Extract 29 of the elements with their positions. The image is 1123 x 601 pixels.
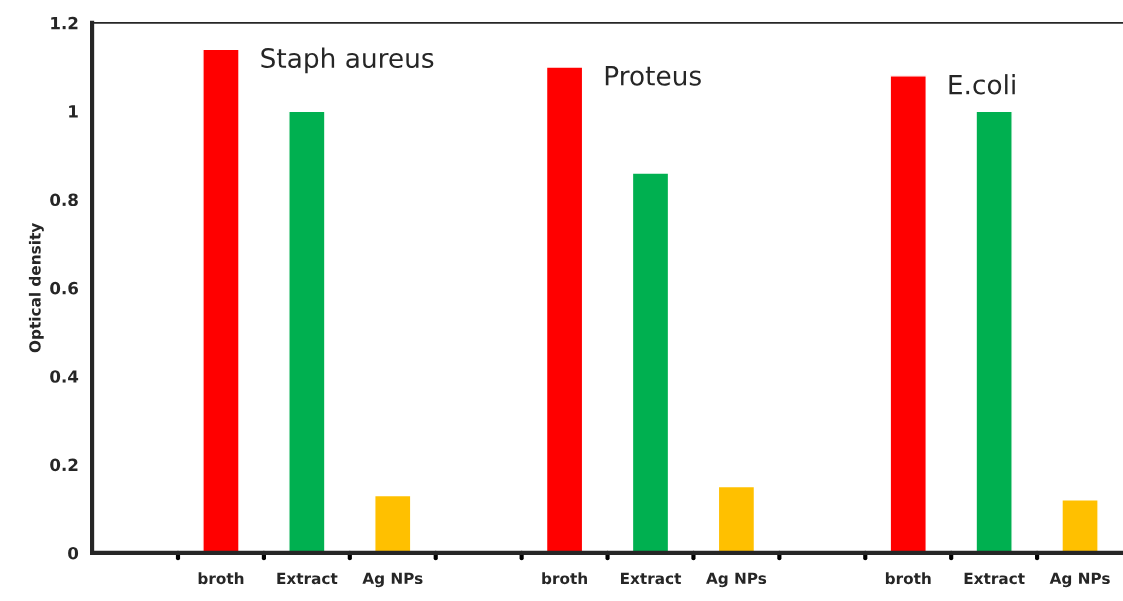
bar — [374, 494, 412, 553]
bar — [288, 110, 326, 553]
x-tick-label: broth — [198, 572, 244, 585]
annotation: E.coli — [949, 74, 1015, 95]
y-tick-label: 0.4 — [50, 370, 79, 383]
x-tick-label: Extract — [964, 572, 1025, 585]
y-axis-title: Optical density — [28, 223, 44, 353]
bar — [975, 110, 1013, 553]
x-tick-label: broth — [542, 572, 587, 585]
x-tick-label: Ag NPs — [706, 572, 767, 588]
y-tick-label: 1.2 — [51, 16, 78, 30]
bar — [545, 66, 584, 553]
bar — [717, 485, 756, 553]
y-tick-label: 0.2 — [50, 458, 78, 472]
bar — [631, 172, 670, 553]
y-tick-label: 0.8 — [50, 193, 78, 207]
y-tick-label: 0 — [68, 546, 79, 560]
x-tick-label: Ag NPs — [362, 572, 423, 588]
y-tick-label: 0.6 — [50, 281, 78, 295]
x-tick-label: Extract — [621, 572, 682, 585]
annotation: Proteus — [605, 66, 701, 86]
bar — [889, 75, 927, 553]
x-tick-label: broth — [885, 572, 931, 585]
annotation: Staph aureus — [261, 47, 434, 74]
x-tick-label: Ag NPs — [1049, 572, 1110, 588]
x-tick-label: Extract — [277, 572, 338, 585]
bar — [202, 48, 240, 553]
y-tick-label: 1 — [69, 105, 78, 118]
bar — [1061, 499, 1099, 553]
